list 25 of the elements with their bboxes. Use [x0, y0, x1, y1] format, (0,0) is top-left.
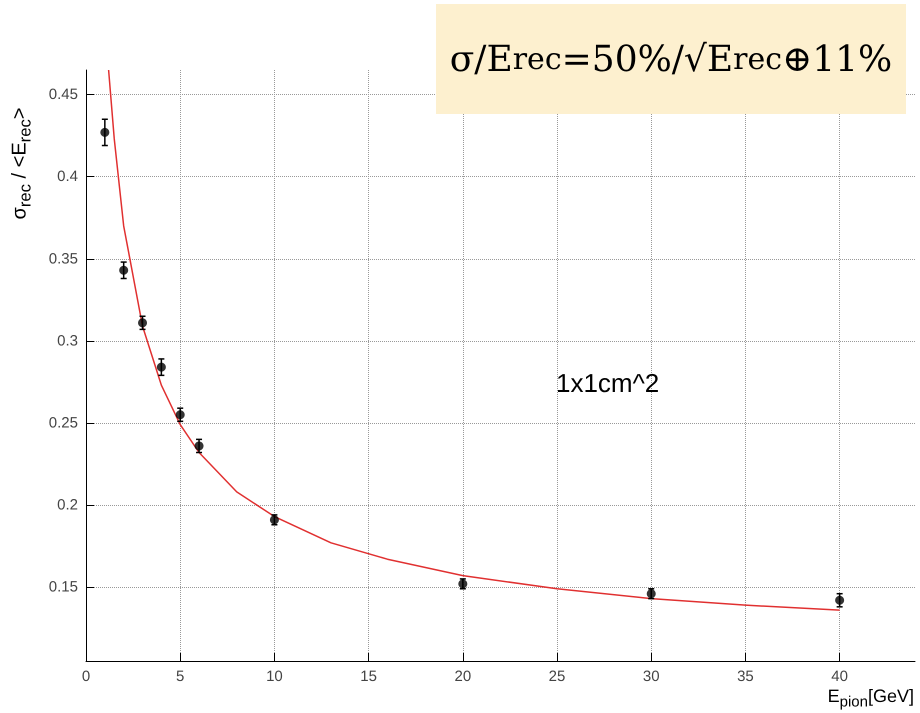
x-axis-title: E$_{pion}$[GeV] — [828, 686, 914, 711]
x-tick-label: 5 — [176, 668, 184, 685]
y-tick-label: 0.25 — [48, 414, 78, 432]
x-tick-label: 0 — [82, 668, 90, 685]
point — [194, 441, 204, 450]
x-tick-label: 25 — [548, 668, 566, 685]
x-tick-label: 10 — [266, 668, 283, 685]
point — [156, 362, 166, 372]
y-tick-label: 0.3 — [57, 332, 78, 350]
point — [100, 128, 110, 137]
point — [138, 318, 148, 328]
annotation: 1x1cm^2 — [556, 368, 660, 399]
x-tick-label: 20 — [454, 668, 472, 685]
x-tick-label: 40 — [831, 668, 848, 685]
point — [835, 596, 844, 605]
x-tick-label: 30 — [642, 668, 660, 685]
point — [119, 266, 128, 275]
y-tick-label: 0.15 — [48, 578, 78, 596]
y-tick-label: 0.35 — [48, 250, 78, 268]
point — [176, 410, 185, 420]
y-tick-label: 0.4 — [57, 168, 78, 186]
x-tick-label: 15 — [360, 668, 377, 685]
x-tick-label: 35 — [737, 668, 754, 685]
y-tick-label: 0.45 — [48, 86, 78, 104]
y-tick-label: 0.2 — [57, 496, 78, 514]
